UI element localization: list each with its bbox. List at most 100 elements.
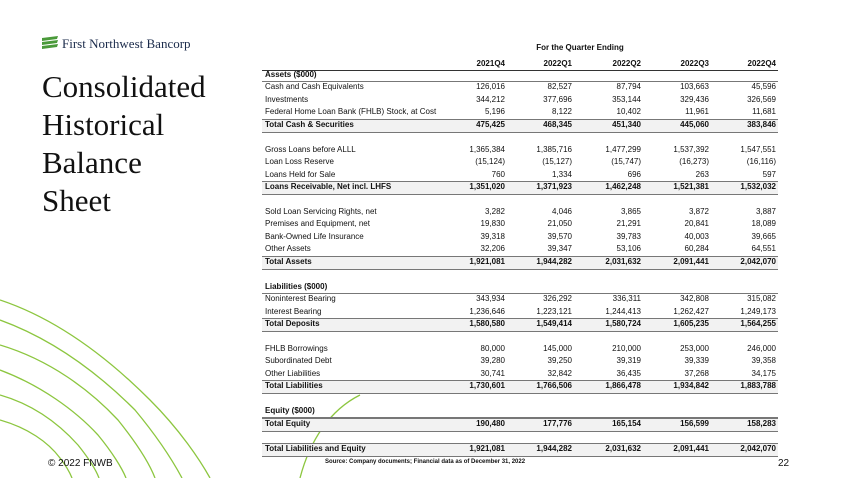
- cell-value: 1,730,601: [469, 381, 505, 391]
- cell-value: 383,846: [747, 119, 776, 129]
- cell-value: 39,339: [684, 356, 709, 366]
- total-row-bg: [262, 380, 778, 395]
- cell-value: 1,934,842: [673, 381, 709, 391]
- cell-value: 2,042,070: [740, 256, 776, 266]
- row-label: Sold Loan Servicing Rights, net: [265, 206, 377, 216]
- column-header: 2022Q2: [612, 59, 641, 68]
- cell-value: 1,223,121: [536, 306, 572, 316]
- logo-text: First Northwest Bancorp: [62, 36, 191, 51]
- section-heading: Liabilities ($000): [265, 281, 328, 291]
- cell-value: 1,944,282: [536, 443, 572, 453]
- cell-value: 1,944,282: [536, 256, 572, 266]
- cell-value: 210,000: [612, 343, 641, 353]
- cell-value: 329,436: [680, 94, 709, 104]
- cell-value: 1,477,299: [605, 144, 641, 154]
- cell-value: 1,564,255: [740, 319, 776, 328]
- cell-value: 1,371,923: [536, 182, 572, 192]
- total-row-bg: [262, 442, 778, 457]
- cell-value: 156,599: [680, 418, 709, 428]
- cell-value: (15,124): [475, 157, 505, 167]
- row-label: Loan Loss Reserve: [265, 157, 334, 167]
- page-number: 22: [778, 458, 790, 469]
- cell-value: 597: [762, 169, 776, 179]
- cell-value: 145,000: [543, 343, 572, 353]
- section-heading: Equity ($000): [265, 406, 315, 416]
- cell-value: 1,236,646: [469, 306, 505, 316]
- cell-value: 326,569: [747, 94, 776, 104]
- cell-value: 1,766,506: [536, 381, 572, 391]
- cell-value: 263: [695, 169, 709, 179]
- cell-value: 468,345: [543, 119, 572, 129]
- cell-value: 377,696: [543, 94, 572, 104]
- cell-value: 60,284: [684, 244, 709, 254]
- row-label: Interest Bearing: [265, 306, 322, 316]
- cell-value: 3,887: [755, 206, 776, 216]
- cell-value: 1,605,235: [673, 319, 709, 328]
- cell-value: 39,250: [547, 356, 572, 366]
- cell-value: 39,319: [616, 356, 641, 366]
- cell-value: 2,091,441: [673, 256, 709, 266]
- cell-value: 445,060: [680, 119, 709, 129]
- row-label: Total Cash & Securities: [265, 119, 354, 129]
- cell-value: 451,340: [612, 119, 641, 129]
- header-rule: [262, 58, 778, 71]
- cell-value: 36,435: [616, 368, 641, 378]
- cell-value: 4,046: [551, 206, 572, 216]
- cell-value: 1,521,381: [673, 182, 709, 192]
- cell-value: 1,244,413: [605, 306, 641, 316]
- cell-value: 39,665: [751, 231, 776, 241]
- row-label: Total Liabilities: [265, 381, 323, 391]
- cell-value: 1,462,248: [605, 182, 641, 192]
- total-row-bg: [262, 417, 778, 432]
- row-label: Bank-Owned Life Insurance: [265, 231, 364, 241]
- cell-value: 11,681: [752, 107, 776, 117]
- section-rule: [262, 281, 778, 294]
- cell-value: 39,347: [547, 244, 572, 254]
- cell-value: (16,273): [679, 157, 709, 167]
- period-label: For the Quarter Ending: [536, 43, 624, 52]
- cell-value: 39,280: [480, 356, 505, 366]
- cell-value: 336,311: [612, 294, 641, 304]
- cell-value: 1,537,392: [673, 144, 709, 154]
- cell-value: 165,154: [612, 418, 641, 428]
- cell-value: 3,872: [688, 206, 709, 216]
- cell-value: 1,921,081: [469, 256, 505, 266]
- cell-value: 1,921,081: [469, 443, 505, 453]
- row-label: Total Liabilities and Equity: [265, 443, 366, 453]
- cell-value: 20,841: [684, 219, 709, 229]
- cell-value: 2,042,070: [740, 443, 776, 453]
- cell-value: 1,385,716: [536, 144, 572, 154]
- cell-value: 344,212: [476, 94, 505, 104]
- cell-value: 3,282: [484, 206, 505, 216]
- row-label: Other Liabilities: [265, 368, 321, 378]
- cell-value: 177,776: [543, 418, 572, 428]
- cell-value: 87,794: [616, 82, 641, 92]
- cell-value: 18,089: [751, 219, 776, 229]
- column-header: 2022Q1: [543, 59, 572, 68]
- cell-value: 40,003: [684, 231, 709, 241]
- section-rule: [262, 405, 778, 419]
- cell-value: 32,206: [480, 244, 505, 254]
- column-header: 2022Q3: [680, 59, 709, 68]
- cell-value: 1,549,414: [536, 319, 572, 328]
- cell-value: 326,292: [543, 294, 572, 304]
- cell-value: 2,091,441: [673, 443, 709, 453]
- cell-value: 1,249,173: [740, 306, 776, 316]
- logo-icon: [42, 36, 58, 49]
- cell-value: 475,425: [476, 119, 505, 129]
- cell-value: 1,580,724: [605, 319, 641, 328]
- total-row-bg: [262, 255, 778, 270]
- cell-value: 39,570: [547, 231, 572, 241]
- cell-value: 1,883,788: [740, 381, 776, 391]
- title-line: Historical: [42, 107, 165, 142]
- cell-value: 21,050: [547, 219, 572, 229]
- cell-value: 342,808: [680, 294, 709, 304]
- row-label: Federal Home Loan Bank (FHLB) Stock, at …: [265, 107, 437, 117]
- cell-value: 246,000: [747, 343, 776, 353]
- cell-value: 39,358: [751, 356, 776, 366]
- cell-value: 1,262,427: [673, 306, 709, 316]
- cell-value: 1,334: [551, 169, 572, 179]
- cell-value: 34,175: [751, 368, 776, 378]
